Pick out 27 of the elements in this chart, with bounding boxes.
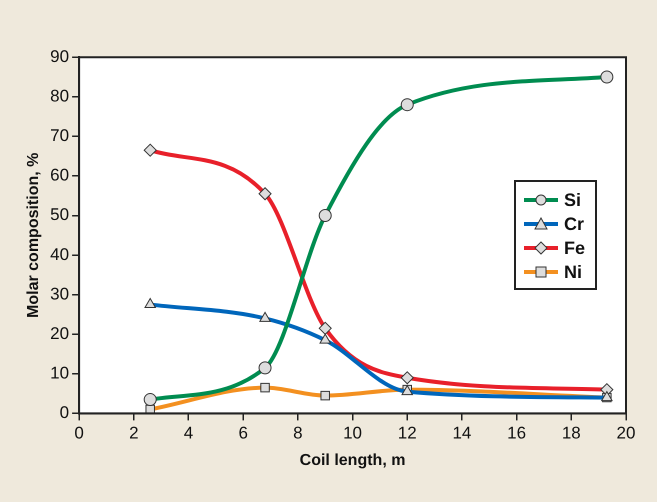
x-tick-label: 14 xyxy=(452,423,472,442)
y-tick-label: 0 xyxy=(60,403,70,422)
y-tick-label: 20 xyxy=(50,324,70,343)
x-tick-label: 4 xyxy=(184,423,194,442)
x-tick-label: 8 xyxy=(293,423,303,442)
legend-label: Cr xyxy=(564,214,584,234)
x-tick-label: 18 xyxy=(562,423,581,442)
y-tick-label: 70 xyxy=(50,126,70,146)
y-tick-label: 50 xyxy=(50,205,70,224)
x-tick-label: 2 xyxy=(129,423,139,442)
y-tick-label: 90 xyxy=(50,46,70,66)
x-axis-title: Coil length, m xyxy=(300,452,406,469)
x-tick-label: 12 xyxy=(398,423,417,442)
legend-label: Ni xyxy=(564,262,582,282)
x-tick-label: 16 xyxy=(507,423,526,442)
y-tick-label: 60 xyxy=(50,166,70,185)
y-tick-label: 10 xyxy=(50,364,70,383)
y-axis-title: Molar composition, % xyxy=(25,152,42,318)
y-tick-label: 30 xyxy=(50,284,70,304)
x-tick-label: 6 xyxy=(238,423,248,442)
y-tick-label: 80 xyxy=(50,86,70,106)
legend-label: Fe xyxy=(564,238,585,258)
x-tick-label: 0 xyxy=(74,423,84,442)
y-tick-label: 40 xyxy=(50,244,70,264)
x-tick-label: 20 xyxy=(616,423,636,442)
x-tick-label: 10 xyxy=(343,423,362,442)
legend-label: Si xyxy=(564,190,581,210)
